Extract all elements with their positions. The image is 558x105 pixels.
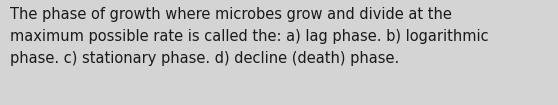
Text: The phase of growth where microbes grow and divide at the
maximum possible rate : The phase of growth where microbes grow … bbox=[10, 7, 489, 66]
